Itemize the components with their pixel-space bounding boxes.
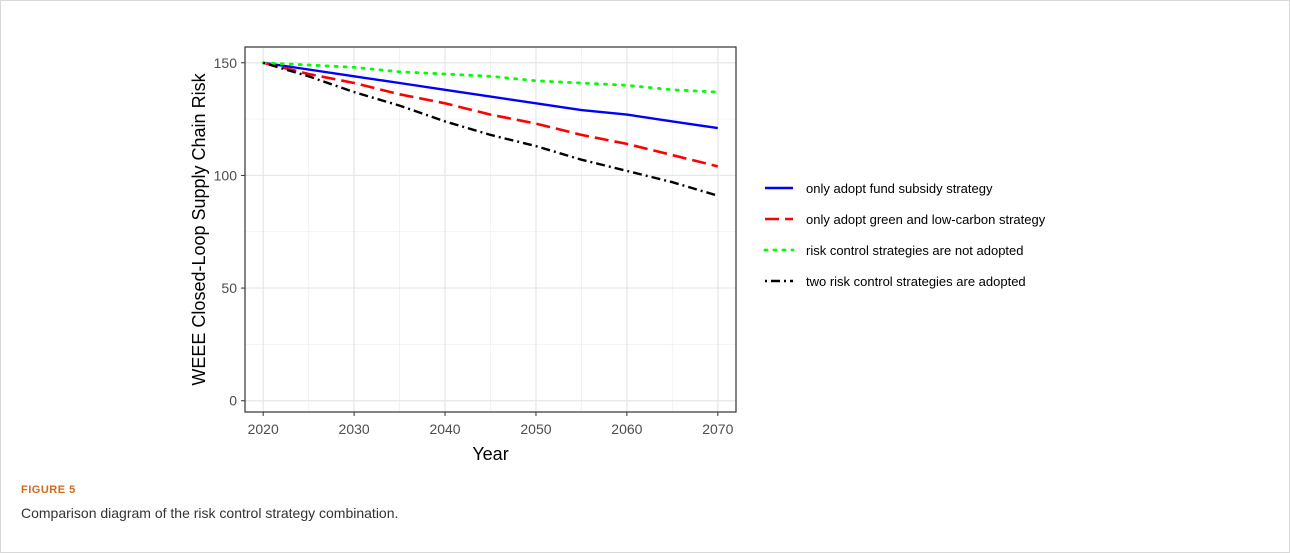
grid: [245, 47, 736, 412]
legend-label-4: two risk control strategies are adopted: [806, 274, 1026, 289]
series-line-3: [261, 61, 720, 94]
legend-label-3: risk control strategies are not adopted: [806, 243, 1024, 258]
y-axis-title: WEEE Closed-Loop Supply Chain Risk: [189, 72, 209, 385]
legend-label-1: only adopt fund subsidy strategy: [806, 181, 993, 196]
figure-caption: Comparison diagram of the risk control s…: [21, 505, 399, 521]
x-tick-label: 2020: [248, 421, 279, 437]
x-tick-label: 2030: [339, 421, 370, 437]
chart: 2020 2030 2040 2050 2060 2070 0 50 100 150 Year W…: [189, 46, 1046, 464]
series-line-4: [262, 61, 719, 197]
x-tick-label: 2070: [702, 421, 733, 437]
y-tick-label: 50: [221, 280, 237, 296]
y-tick-label: 0: [229, 393, 237, 409]
x-tick-label: 2060: [611, 421, 642, 437]
plot-panel-border: [244, 46, 737, 413]
legend: only adopt fund subsidy strategy only ado…: [763, 181, 1046, 289]
y-tick-label: 150: [214, 55, 238, 71]
legend-label-2: only adopt green and low-carbon strategy: [806, 212, 1046, 227]
axis-ticks: 2020 2030 2040 2050 2060 2070 0 50 100 150: [214, 55, 734, 437]
y-tick-label: 100: [214, 167, 238, 183]
x-tick-label: 2040: [429, 421, 460, 437]
series-lines: [261, 61, 720, 197]
x-tick-label: 2050: [520, 421, 551, 437]
series-line-1: [263, 61, 718, 130]
series-line-2: [262, 61, 719, 168]
figure-label: FIGURE 5: [21, 484, 76, 496]
x-axis-title: Year: [472, 444, 508, 464]
